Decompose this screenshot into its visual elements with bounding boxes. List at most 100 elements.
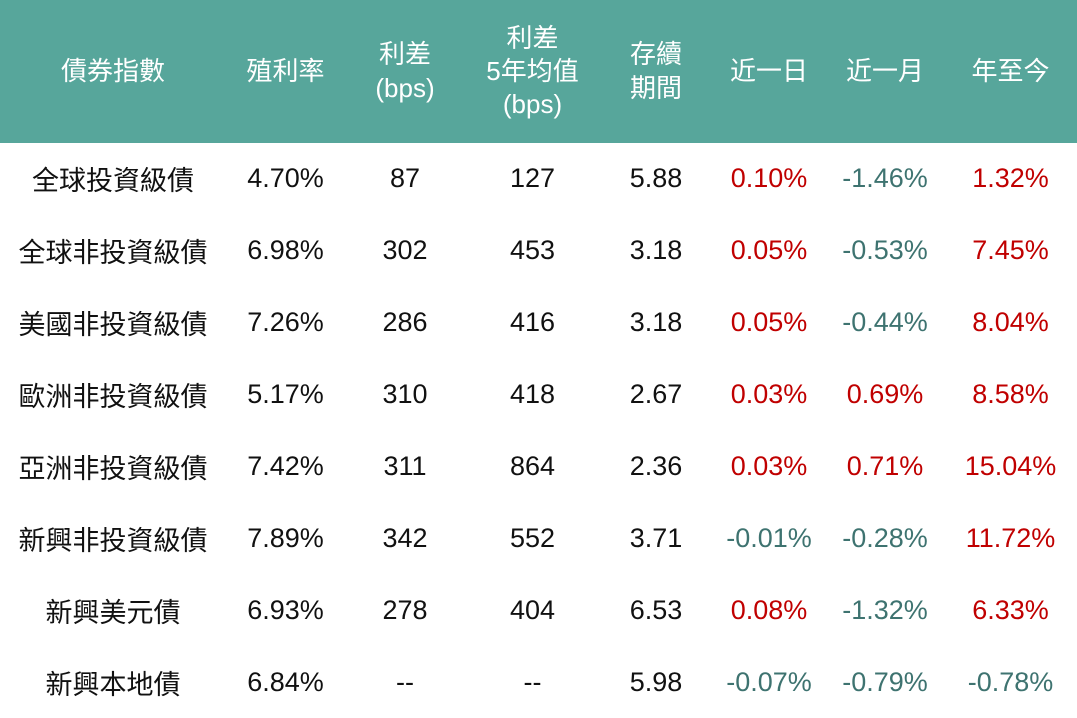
cell-1d-change: 0.03% — [712, 358, 826, 431]
cell-1m-change: -0.44% — [826, 286, 944, 359]
column-header-bond-index: 債券指數 — [0, 0, 226, 143]
table-header: 債券指數 殖利率 利差 (bps) 利差 5年均值 (bps) 存續 期間 近一… — [0, 0, 1077, 143]
cell-1d-change: 0.05% — [712, 214, 826, 287]
column-header-ytd-change: 年至今 — [944, 0, 1077, 143]
change-value: 11.72% — [965, 522, 1056, 553]
cell-ytd-change: 6.33% — [944, 574, 1077, 647]
change-value: 7.45% — [972, 235, 1049, 266]
change-value: -0.44% — [842, 307, 928, 338]
change-value: 8.04% — [972, 307, 1049, 338]
cell-duration: 3.18 — [600, 286, 712, 359]
change-value: 15.04% — [964, 450, 1057, 481]
table-row: 全球投資級債 4.70% 87 127 5.88 0.10% -1.46% 1.… — [0, 143, 1077, 215]
cell-1d-change: -0.07% — [712, 646, 826, 718]
cell-ytd-change: 8.58% — [944, 358, 1077, 431]
cell-1d-change: 0.10% — [712, 143, 826, 215]
cell-spread-bps: 310 — [345, 358, 465, 431]
cell-ytd-change: -0.78% — [944, 646, 1077, 718]
cell-1m-change: -0.53% — [826, 214, 944, 287]
cell-1m-change: -0.79% — [826, 646, 944, 718]
column-header-spread-bps: 利差 (bps) — [345, 0, 465, 143]
change-value: -0.79% — [842, 666, 928, 697]
column-header-1m-change: 近一月 — [826, 0, 944, 143]
cell-bond-index: 美國非投資級債 — [0, 286, 226, 359]
cell-1d-change: 0.05% — [712, 286, 826, 359]
change-value: 0.08% — [730, 594, 808, 625]
table-body: 全球投資級債 4.70% 87 127 5.88 0.10% -1.46% 1.… — [0, 143, 1077, 718]
table-row: 全球非投資級債 6.98% 302 453 3.18 0.05% -0.53% … — [0, 214, 1077, 287]
change-value: 0.71% — [846, 450, 924, 481]
column-header-duration: 存續 期間 — [600, 0, 712, 143]
cell-spread-bps: 278 — [345, 574, 465, 647]
cell-bond-index: 新興美元債 — [0, 574, 226, 647]
change-value: 1.32% — [972, 163, 1049, 194]
cell-yield: 6.93% — [226, 574, 345, 647]
change-value: 0.05% — [730, 307, 808, 338]
cell-spread-5y-avg: 416 — [465, 286, 600, 359]
cell-yield: 6.84% — [226, 646, 345, 718]
table-row: 亞洲非投資級債 7.42% 311 864 2.36 0.03% 0.71% 1… — [0, 430, 1077, 503]
cell-spread-5y-avg: 404 — [465, 574, 600, 647]
cell-spread-bps: 87 — [345, 143, 465, 215]
cell-duration: 6.53 — [600, 574, 712, 647]
cell-1m-change: 0.71% — [826, 430, 944, 503]
table-row: 新興本地債 6.84% -- -- 5.98 -0.07% -0.79% -0.… — [0, 646, 1077, 718]
cell-bond-index: 全球投資級債 — [0, 143, 226, 215]
cell-yield: 7.26% — [226, 286, 345, 359]
cell-spread-5y-avg: 453 — [465, 214, 600, 287]
column-header-yield: 殖利率 — [226, 0, 345, 143]
cell-duration: 5.88 — [600, 143, 712, 215]
cell-spread-bps: 311 — [345, 430, 465, 503]
cell-bond-index: 亞洲非投資級債 — [0, 430, 226, 503]
cell-1d-change: -0.01% — [712, 502, 826, 575]
cell-1m-change: -1.46% — [826, 143, 944, 215]
cell-bond-index: 全球非投資級債 — [0, 214, 226, 287]
cell-yield: 5.17% — [226, 358, 345, 431]
cell-bond-index: 新興本地債 — [0, 646, 226, 718]
change-value: 0.69% — [846, 379, 924, 410]
table-row: 新興非投資級債 7.89% 342 552 3.71 -0.01% -0.28%… — [0, 502, 1077, 575]
table-row: 美國非投資級債 7.26% 286 416 3.18 0.05% -0.44% … — [0, 286, 1077, 359]
cell-spread-5y-avg: 552 — [465, 502, 600, 575]
header-row: 債券指數 殖利率 利差 (bps) 利差 5年均值 (bps) 存續 期間 近一… — [0, 0, 1077, 143]
cell-spread-5y-avg: 127 — [465, 143, 600, 215]
cell-spread-bps: 286 — [345, 286, 465, 359]
change-value: -0.07% — [726, 666, 812, 697]
change-value: 8.58% — [972, 379, 1049, 410]
cell-spread-bps: -- — [345, 646, 465, 718]
cell-ytd-change: 1.32% — [944, 143, 1077, 215]
cell-yield: 7.42% — [226, 430, 345, 503]
cell-spread-5y-avg: -- — [465, 646, 600, 718]
cell-ytd-change: 8.04% — [944, 286, 1077, 359]
cell-spread-bps: 342 — [345, 502, 465, 575]
cell-duration: 3.18 — [600, 214, 712, 287]
cell-yield: 6.98% — [226, 214, 345, 287]
cell-duration: 3.71 — [600, 502, 712, 575]
cell-yield: 4.70% — [226, 143, 345, 215]
change-value: -1.32% — [842, 594, 928, 625]
change-value: -0.01% — [726, 522, 812, 553]
change-value: 6.33% — [972, 594, 1049, 625]
cell-spread-5y-avg: 418 — [465, 358, 600, 431]
cell-bond-index: 新興非投資級債 — [0, 502, 226, 575]
cell-duration: 5.98 — [600, 646, 712, 718]
change-value: -0.28% — [842, 522, 928, 553]
change-value: 0.10% — [730, 163, 808, 194]
cell-1m-change: -0.28% — [826, 502, 944, 575]
cell-1d-change: 0.03% — [712, 430, 826, 503]
change-value: 0.03% — [730, 450, 808, 481]
cell-duration: 2.36 — [600, 430, 712, 503]
cell-ytd-change: 11.72% — [944, 502, 1077, 575]
cell-1m-change: 0.69% — [826, 358, 944, 431]
cell-1m-change: -1.32% — [826, 574, 944, 647]
change-value: -0.78% — [967, 666, 1054, 697]
change-value: 0.05% — [730, 235, 808, 266]
table-row: 歐洲非投資級債 5.17% 310 418 2.67 0.03% 0.69% 8… — [0, 358, 1077, 431]
change-value: 0.03% — [730, 379, 808, 410]
cell-bond-index: 歐洲非投資級債 — [0, 358, 226, 431]
table-row: 新興美元債 6.93% 278 404 6.53 0.08% -1.32% 6.… — [0, 574, 1077, 647]
column-header-spread-5y-avg: 利差 5年均值 (bps) — [465, 0, 600, 143]
change-value: -1.46% — [842, 163, 928, 194]
